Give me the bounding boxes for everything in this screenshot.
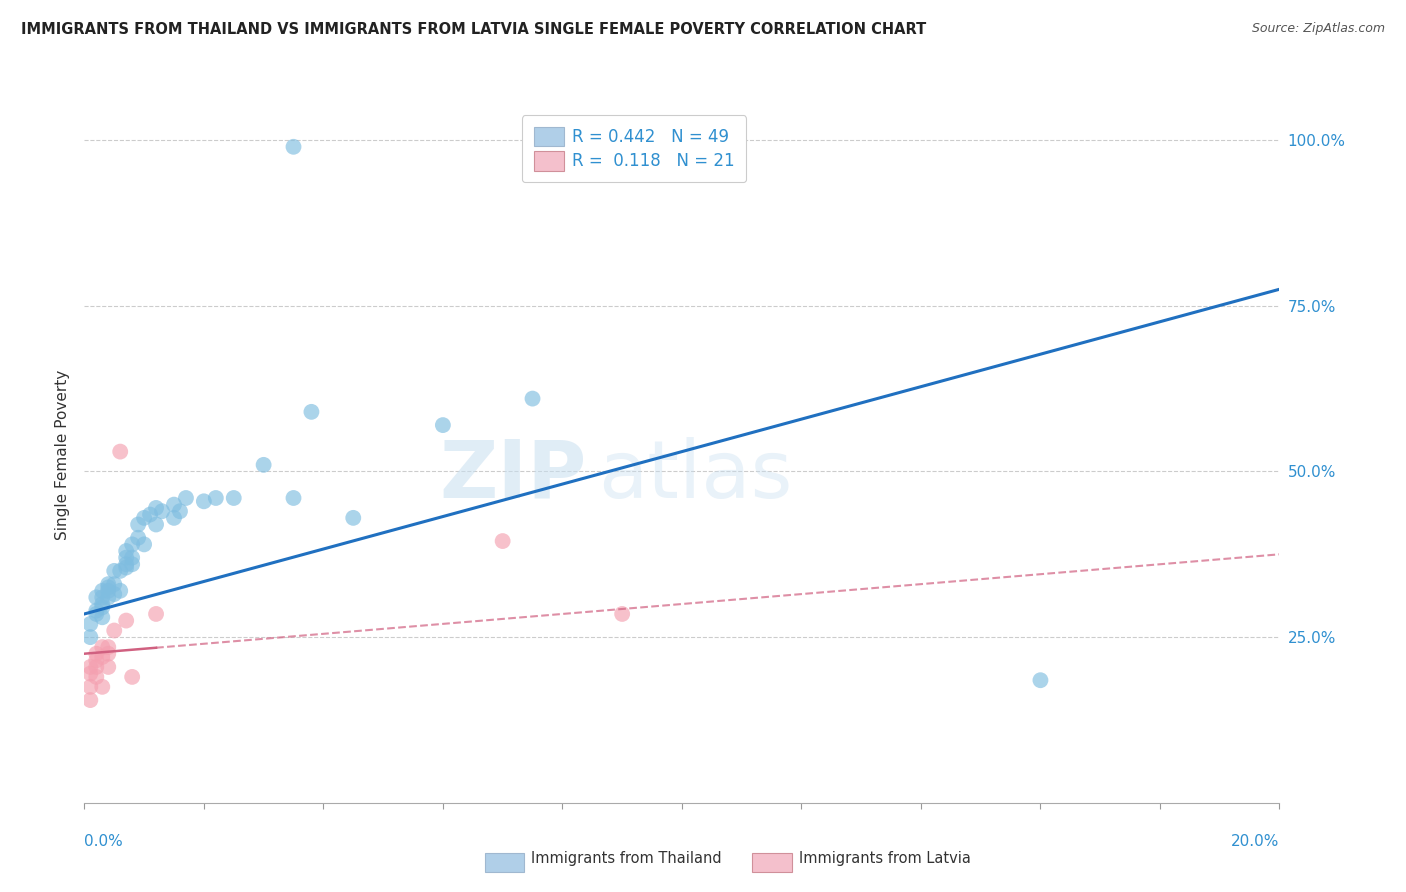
Point xyxy=(432,418,454,433)
Point xyxy=(610,607,633,621)
Text: 20.0%: 20.0% xyxy=(1232,834,1279,849)
Point xyxy=(222,491,245,505)
Point xyxy=(91,650,114,665)
Point xyxy=(86,647,108,661)
Point xyxy=(121,550,143,565)
Point xyxy=(253,458,276,472)
Point xyxy=(91,591,114,605)
Point xyxy=(97,647,120,661)
Point xyxy=(174,491,197,505)
Point xyxy=(91,640,114,654)
Point xyxy=(79,616,101,631)
Point xyxy=(86,607,108,621)
Point xyxy=(492,534,515,549)
Point xyxy=(110,444,132,458)
Point xyxy=(127,517,149,532)
Point xyxy=(97,591,120,605)
Point xyxy=(97,660,120,674)
Point xyxy=(163,498,186,512)
Point xyxy=(163,511,186,525)
Point xyxy=(86,591,108,605)
Point xyxy=(86,660,108,674)
Point xyxy=(115,550,138,565)
Point xyxy=(115,560,138,574)
Point xyxy=(115,544,138,558)
Point xyxy=(1029,673,1052,688)
Point xyxy=(103,624,125,638)
Point xyxy=(86,653,108,667)
Point xyxy=(283,140,305,154)
Point xyxy=(91,680,114,694)
Point xyxy=(79,680,101,694)
Point xyxy=(127,531,149,545)
Point xyxy=(522,392,544,406)
Point xyxy=(139,508,162,522)
Point xyxy=(283,491,305,505)
Point xyxy=(79,666,101,681)
Point xyxy=(205,491,228,505)
Point xyxy=(121,670,143,684)
Point xyxy=(91,583,114,598)
Point xyxy=(103,564,125,578)
Point xyxy=(91,597,114,611)
Text: ZIP: ZIP xyxy=(439,437,586,515)
Point xyxy=(97,581,120,595)
Point xyxy=(91,600,114,615)
Text: atlas: atlas xyxy=(599,437,793,515)
Point xyxy=(79,660,101,674)
Point xyxy=(145,607,167,621)
Point xyxy=(97,577,120,591)
Y-axis label: Single Female Poverty: Single Female Poverty xyxy=(55,370,70,540)
Text: 0.0%: 0.0% xyxy=(84,834,124,849)
Point xyxy=(110,564,132,578)
Point xyxy=(121,537,143,551)
Point xyxy=(79,630,101,644)
Legend: R = 0.442   N = 49, R =  0.118   N = 21: R = 0.442 N = 49, R = 0.118 N = 21 xyxy=(522,115,747,182)
Point xyxy=(110,583,132,598)
Text: Source: ZipAtlas.com: Source: ZipAtlas.com xyxy=(1251,22,1385,36)
Text: Immigrants from Thailand: Immigrants from Thailand xyxy=(531,851,723,865)
Point xyxy=(97,640,120,654)
Text: IMMIGRANTS FROM THAILAND VS IMMIGRANTS FROM LATVIA SINGLE FEMALE POVERTY CORRELA: IMMIGRANTS FROM THAILAND VS IMMIGRANTS F… xyxy=(21,22,927,37)
Point xyxy=(145,517,167,532)
Point xyxy=(103,587,125,601)
Point xyxy=(145,500,167,515)
Point xyxy=(193,494,215,508)
Point xyxy=(103,577,125,591)
Point xyxy=(121,558,143,572)
Point xyxy=(79,693,101,707)
Point xyxy=(86,670,108,684)
Point xyxy=(132,537,156,551)
Point xyxy=(301,405,323,419)
Point xyxy=(115,614,138,628)
Point xyxy=(342,511,364,525)
Point xyxy=(115,558,138,572)
Point xyxy=(169,504,191,518)
Point xyxy=(150,504,173,518)
Text: Immigrants from Latvia: Immigrants from Latvia xyxy=(799,851,970,865)
Point xyxy=(97,583,120,598)
Point xyxy=(86,604,108,618)
Point xyxy=(91,610,114,624)
Point xyxy=(132,511,156,525)
